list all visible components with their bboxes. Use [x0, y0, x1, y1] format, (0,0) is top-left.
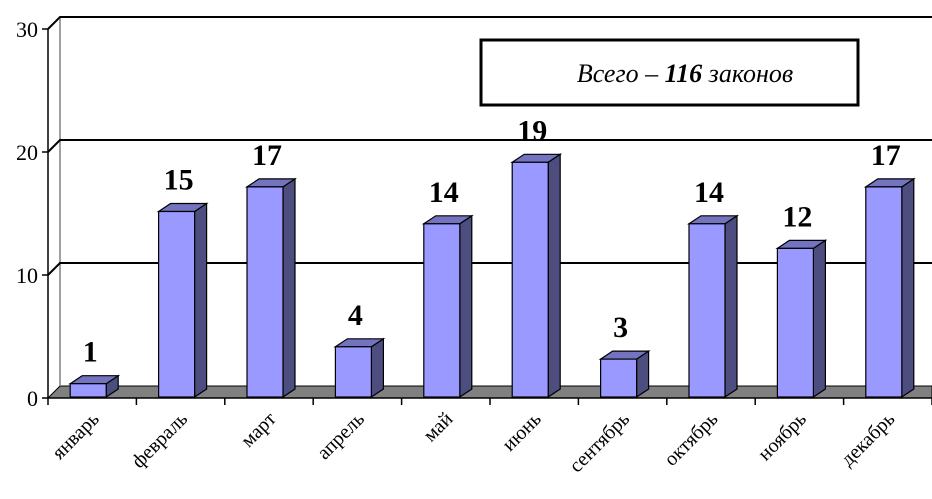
bar-side	[812, 239, 827, 399]
bar	[687, 214, 739, 399]
gridline	[47, 16, 932, 30]
data-label: 14	[694, 176, 724, 209]
data-label: 3	[613, 311, 628, 344]
bar	[863, 177, 916, 399]
annotation-text: Всего – 116 законов	[577, 59, 793, 88]
bar-front	[246, 186, 284, 398]
bar-front	[688, 223, 726, 398]
bar-front	[599, 358, 638, 398]
bar-front	[776, 247, 815, 398]
x-tick-label: июнь	[498, 408, 546, 456]
x-tick-label: май	[419, 408, 457, 446]
bar-side	[370, 337, 384, 399]
bar-front	[511, 161, 549, 398]
bar-side	[901, 177, 915, 399]
bar	[245, 177, 297, 399]
data-label: 17	[871, 139, 901, 172]
bar-side	[547, 153, 561, 399]
bar-front	[423, 223, 461, 398]
x-tick-label: апрель	[313, 408, 369, 464]
x-tick-label: декабрь	[837, 408, 900, 471]
value-labels: 1 15 17 4 14 19 3 14 12 17	[83, 114, 901, 368]
bars	[68, 153, 916, 399]
x-tick-label: октябрь	[660, 408, 723, 471]
x-tick-label: сентябрь	[565, 408, 634, 477]
x-tick-label: февраль	[127, 408, 192, 473]
gridline	[47, 262, 932, 276]
x-axis-ticks	[47, 398, 932, 405]
x-tick-label: ноябрь	[754, 408, 811, 465]
bar	[510, 153, 563, 399]
bar	[68, 374, 121, 399]
data-label: 4	[348, 299, 363, 332]
y-tick-label: 20	[16, 140, 38, 165]
bar	[421, 214, 474, 399]
bar-side	[724, 214, 738, 399]
y-tick-label: 0	[27, 386, 38, 411]
bar-front	[158, 210, 196, 398]
data-label: 1	[83, 336, 98, 369]
bar-side	[282, 177, 296, 399]
bar-front	[334, 346, 372, 398]
bar	[156, 202, 209, 399]
gridlines	[47, 16, 932, 276]
total-annotation: Всего – 116 законов	[479, 38, 860, 107]
bar	[775, 239, 828, 399]
annotation-suffix: законов	[702, 59, 793, 88]
bar	[333, 337, 386, 399]
bar-front	[69, 383, 107, 398]
data-label: 12	[782, 200, 812, 233]
data-label: 19	[517, 114, 547, 147]
data-label: 14	[429, 176, 459, 209]
annotation-prefix: Всего –	[577, 59, 665, 88]
category-labels: январь февраль март апрель май июнь сентябрь ок…	[48, 408, 900, 477]
annotation-total: 116	[665, 59, 703, 88]
y-axis-ticks: 0 10 20 30	[16, 17, 48, 411]
gridline	[47, 139, 932, 153]
x-tick-label: январь	[48, 408, 104, 464]
data-label: 17	[252, 139, 282, 172]
bar	[598, 349, 651, 399]
annotation-box	[479, 38, 860, 107]
y-tick-label: 10	[16, 263, 38, 288]
x-tick-label: март	[237, 408, 281, 452]
bar-front	[865, 186, 903, 398]
bar-side	[194, 202, 208, 399]
bar-side	[459, 214, 473, 399]
data-label: 15	[164, 164, 194, 197]
y-tick-label: 30	[16, 17, 38, 42]
